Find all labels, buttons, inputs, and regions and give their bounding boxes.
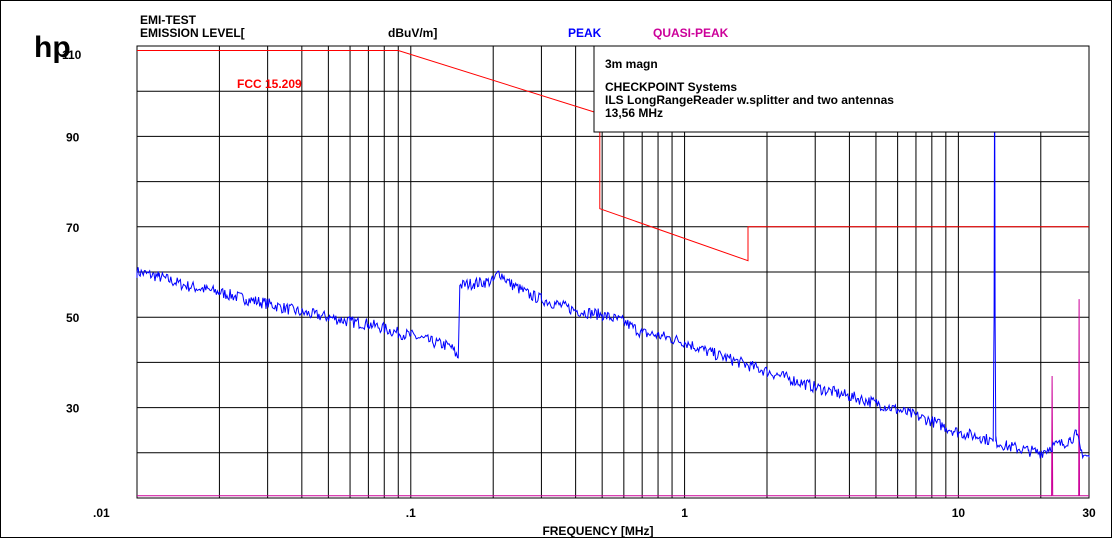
y-tick-label: 30 <box>66 402 80 416</box>
info-line-1: 3m magn <box>605 57 658 71</box>
info-line-4: 13,56 MHz <box>605 106 663 120</box>
y-tick-label: 90 <box>66 130 80 144</box>
emission-level-label: EMISSION LEVEL[ <box>140 26 245 40</box>
info-box-frame <box>593 45 1090 133</box>
info-box: 3m magn CHECKPOINT Systems ILS LongRange… <box>593 45 1090 133</box>
unit-label: dBuV/m] <box>388 26 437 40</box>
x-tick-label: 1 <box>681 506 688 520</box>
y-axis-ticks: 30 50 70 90 110 <box>62 48 82 416</box>
info-line-3: ILS LongRangeReader w.splitter and two a… <box>605 93 894 107</box>
peak-series-line <box>136 54 1090 460</box>
quasi-peak-legend-label: QUASI-PEAK <box>653 26 729 40</box>
peak-legend-label: PEAK <box>568 26 602 40</box>
x-axis-label: FREQUENCY [MHz] <box>542 524 653 538</box>
x-tick-label: 30 <box>1082 506 1096 520</box>
y-tick-label: 110 <box>62 48 82 62</box>
x-tick-label: .1 <box>406 506 416 520</box>
y-tick-label: 70 <box>66 221 80 235</box>
hp-logo: hp <box>34 31 71 64</box>
fcc-limit-label: FCC 15.209 <box>237 77 302 91</box>
x-axis-ticks: .01 .1 1 10 30 <box>93 506 1096 520</box>
x-tick-label: 10 <box>952 506 966 520</box>
quasi-peak-series-line <box>137 299 1089 497</box>
test-name-label: EMI-TEST <box>140 13 197 27</box>
info-line-2: CHECKPOINT Systems <box>605 80 737 94</box>
fcc-limit-line <box>137 50 1089 262</box>
x-tick-label: .01 <box>93 506 110 520</box>
y-tick-label: 50 <box>66 311 80 325</box>
